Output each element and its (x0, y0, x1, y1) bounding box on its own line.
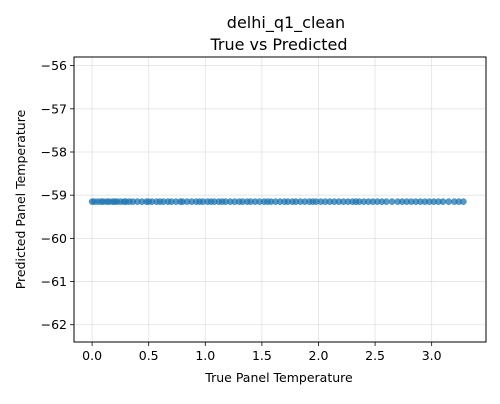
x-tick-label: 2.5 (365, 348, 385, 363)
x-tick-label: 1.0 (195, 348, 215, 363)
chart-title: delhi_q1_clean (227, 13, 345, 33)
x-tick-label: 1.5 (252, 348, 272, 363)
scatter-point (388, 198, 396, 205)
x-tick-label: 3.0 (422, 348, 442, 363)
y-axis: −56 −57 −58 −59 −60 −61 −62 (41, 58, 74, 332)
y-tick-label: −62 (41, 317, 67, 332)
x-tick-label: 0.5 (139, 348, 159, 363)
x-axis-label: True Panel Temperature (204, 370, 353, 385)
x-axis: 0.0 0.5 1.0 1.5 2.0 2.5 3.0 (82, 342, 442, 363)
y-tick-label: −59 (41, 188, 67, 203)
scatter-point (445, 198, 452, 205)
y-tick-label: −58 (41, 145, 67, 160)
plot-area-frame (73, 56, 487, 343)
scatter-points (88, 198, 467, 205)
x-tick-label: 0.0 (82, 348, 102, 363)
y-tick-label: −57 (41, 101, 67, 116)
scatter-point (383, 198, 390, 205)
y-tick-label: −60 (41, 231, 67, 246)
y-tick-label: −56 (41, 58, 67, 73)
scatter-point (439, 198, 447, 205)
scatter-point (460, 198, 467, 205)
x-tick-label: 2.0 (309, 348, 329, 363)
chart-subtitle: True vs Predicted (209, 35, 347, 54)
y-axis-label: Predicted Panel Temperature (13, 109, 28, 289)
y-tick-label: −61 (41, 274, 67, 289)
